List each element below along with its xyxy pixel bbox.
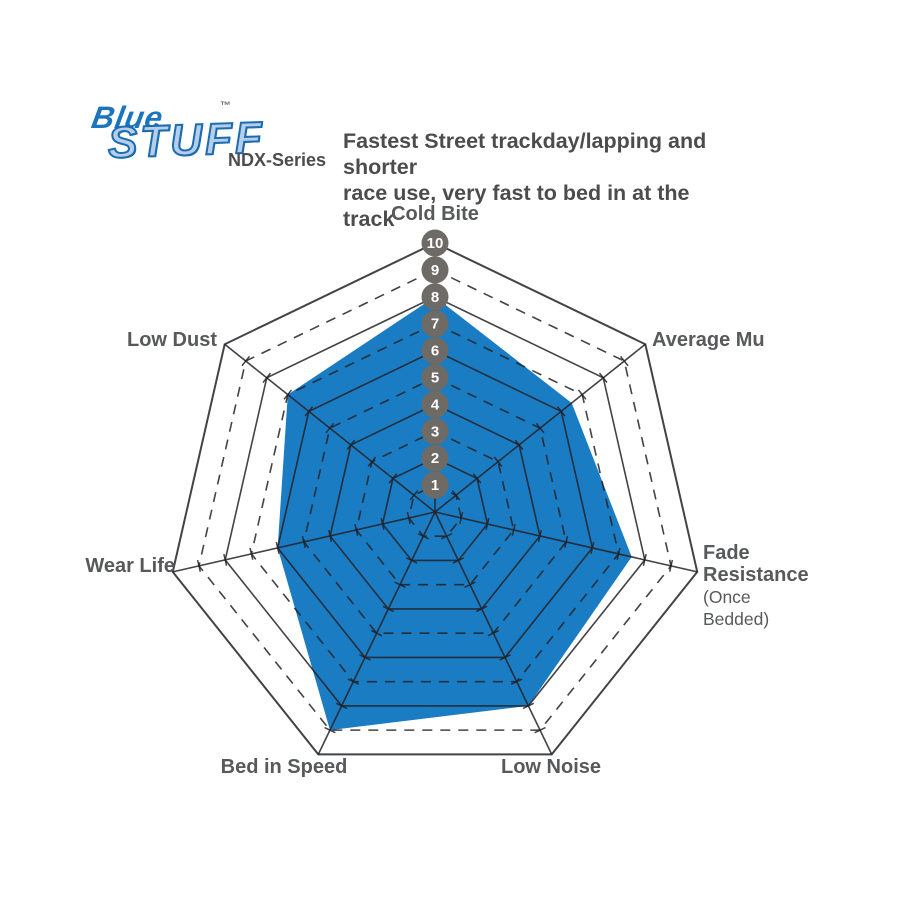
axis-tick	[328, 529, 333, 542]
scale-badge-number: 1	[431, 477, 439, 494]
scale-badge-number: 6	[431, 343, 439, 360]
axis-tick	[283, 389, 293, 400]
axis-tick	[346, 439, 356, 451]
grid-ring-2	[381, 457, 489, 562]
axis-tick	[380, 517, 385, 530]
axis-tick	[511, 523, 516, 536]
axis-tick	[367, 456, 377, 467]
axis-tick	[522, 702, 535, 710]
chart-description-line2: race use, very fast to bed in at the tra…	[343, 181, 690, 231]
axis-tick	[324, 726, 336, 734]
axis-tick	[535, 422, 545, 434]
scale-badge-8	[421, 283, 449, 311]
axis-tick	[335, 702, 348, 710]
grid-ring-10	[171, 241, 699, 756]
axis-tick	[590, 541, 595, 554]
axis-label-fade-resistance: Fade Resistance (Once Bedded)	[703, 542, 815, 630]
scale-badge-3	[421, 417, 449, 445]
data-polygon	[277, 296, 632, 731]
axis-tick	[564, 535, 569, 548]
grid-ring-3	[355, 430, 515, 586]
axis-tick	[619, 355, 629, 367]
axis-label-bed-in-speed: Bed in Speed	[220, 756, 348, 778]
axis-tick	[325, 422, 335, 434]
scale-badge-number: 10	[427, 235, 444, 252]
axis-tick	[440, 532, 453, 540]
axis-tick	[485, 517, 490, 530]
axis-label-cold-bite: Cold Bite	[391, 203, 479, 225]
chart-description-line1: Fastest Street trackday/lapping and shor…	[343, 129, 707, 179]
scale-badge-2	[421, 444, 449, 472]
axis-tick	[370, 629, 383, 637]
axis-tick	[487, 629, 500, 637]
axis-label-low-dust: Low Dust	[127, 329, 217, 351]
axis-label-average-mu: Average Mu	[652, 329, 765, 351]
axis-label-low-noise: Low Noise	[500, 756, 601, 778]
axis-tick	[241, 355, 251, 367]
axis-tick	[534, 726, 546, 734]
axis-sublabel-once-bedded: (Once Bedded)	[703, 587, 770, 629]
grid-ring-1	[407, 484, 463, 538]
scale-badge-number: 8	[431, 289, 439, 306]
axis-tick	[472, 473, 482, 484]
axis-tick	[451, 490, 461, 501]
axis-tick	[417, 532, 430, 540]
scale-badge-number: 7	[431, 316, 439, 333]
scale-badge-10	[421, 229, 449, 257]
axis-tick	[493, 456, 503, 467]
scale-badge-number: 5	[431, 370, 439, 387]
axis-tick	[301, 535, 306, 548]
axis-tick	[556, 406, 566, 417]
axis-tick	[406, 511, 411, 525]
axis-tick	[577, 389, 587, 400]
grid-ring-6	[276, 349, 594, 659]
logo-series-name: NDX-Series	[228, 150, 327, 170]
brand-logo: Blue ™ STUFF NDX-Series	[88, 92, 348, 192]
scale-badge-5	[421, 364, 449, 391]
axis-tick	[347, 678, 360, 685]
axis-tick	[537, 529, 542, 542]
axis-tick	[475, 605, 488, 613]
axis-tick	[223, 553, 228, 566]
axis-tick	[359, 654, 371, 661]
scale-badge-number: 9	[431, 262, 439, 279]
grid-ring-9	[198, 269, 672, 731]
axis-tick	[598, 372, 608, 383]
scale-badge-6	[421, 337, 449, 365]
axis-tick	[409, 490, 419, 501]
axis-tick	[642, 553, 647, 566]
axis-tick	[464, 581, 476, 588]
axis-tick	[452, 557, 465, 564]
scale-badge-number: 3	[431, 423, 439, 440]
axis-tick	[616, 547, 621, 560]
scale-badge-7	[421, 310, 449, 338]
axis-tick	[405, 557, 418, 564]
grid-ring-4	[329, 403, 541, 610]
axis-tick	[459, 511, 464, 525]
axis-tick	[304, 406, 314, 417]
scale-badge-9	[421, 256, 449, 284]
axis-tick	[275, 541, 280, 554]
trademark-symbol: ™	[220, 100, 231, 112]
axis-tick	[514, 439, 524, 451]
axis-tick	[262, 372, 272, 383]
scale-badge-1	[421, 471, 449, 499]
scale-badge-4	[421, 390, 449, 418]
scale-badge-number: 4	[431, 396, 440, 413]
axis-tick	[510, 678, 523, 685]
axis-tick	[382, 605, 395, 613]
axis-tick	[668, 559, 674, 572]
grid-ring-8	[224, 295, 646, 707]
axis-tick	[196, 559, 202, 572]
axis-label-wear-life: Wear Life	[85, 555, 175, 577]
axis-tick	[249, 547, 254, 560]
axis-tick	[354, 523, 359, 536]
axis-tick	[388, 473, 398, 484]
chart-description: Fastest Street trackday/lapping and shor…	[343, 128, 743, 232]
axis-tick	[394, 581, 406, 588]
axis-tick	[499, 654, 511, 661]
scale-badge-number: 2	[431, 450, 439, 467]
